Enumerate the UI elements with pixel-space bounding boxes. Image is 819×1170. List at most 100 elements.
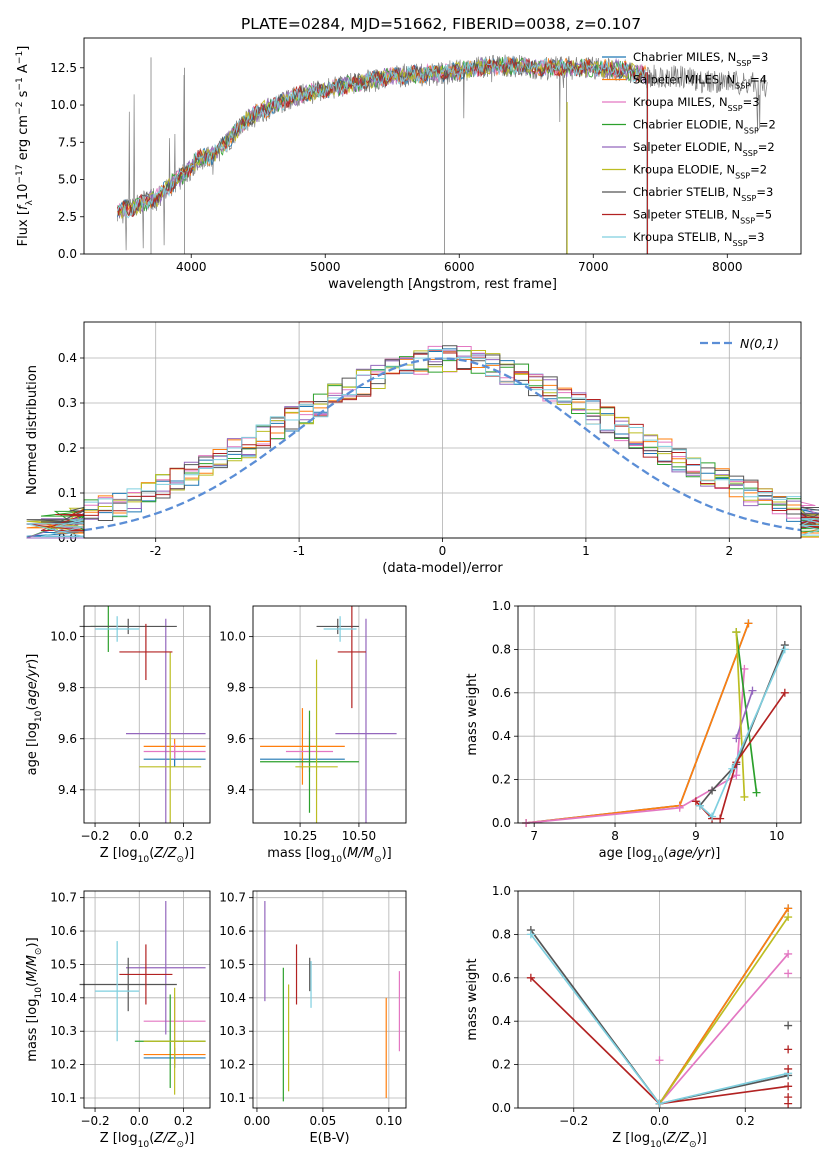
spectrum-xlabel: wavelength [Angstrom, rest frame] <box>328 277 557 292</box>
weight_vs_age-marker-2-2 <box>732 771 741 780</box>
legend-normal-label: N(0,1) <box>740 336 779 351</box>
mass_vs_Z-xlabel: Z [log10(Z/Z⊙)] <box>100 1131 195 1150</box>
model-spectrum-line-7 <box>117 58 647 218</box>
age_vs_mass-xlabel: mass [log10(M/M⊙)] <box>267 846 391 865</box>
weight_vs_age-marker-8-1 <box>708 812 717 821</box>
histogram-model-8 <box>26 348 819 538</box>
age_vs_mass-ytick-label-3: 10.0 <box>219 630 246 644</box>
weight_vs_age-xtick-label-0: 7 <box>530 829 538 843</box>
age_vs_Z-xtick-label-1: 0.0 <box>130 829 149 843</box>
age_vs_Z-ylabel: age [log10(age/yr)] <box>25 654 44 776</box>
legend-label-2: Kroupa MILES, NSSP=3 <box>633 95 760 113</box>
age_vs_Z-xtick-label-2: 0.2 <box>174 829 193 843</box>
weight_vs_Z-marker-1-1 <box>784 904 793 913</box>
weight_vs_Z-marker-6-0 <box>526 930 535 939</box>
weight_vs_Z-extra-marker-4 <box>784 1064 793 1073</box>
weight_vs_age-marker-7-2 <box>716 814 725 823</box>
mass_vs_Z-ytick-label-0: 10.1 <box>50 1091 77 1105</box>
mass_vs_ebv-xtick-label-1: 0.05 <box>310 1114 337 1128</box>
weight_vs_age-series-5 <box>735 631 746 798</box>
weight_vs_age-ytick-label-5: 1.0 <box>492 599 511 613</box>
legend-label-7: Salpeter STELIB, NSSP=5 <box>633 208 772 226</box>
age_vs_mass-panel: 10.25 10.50 9.4 9.6 9.8 10.0 mass [log10(M/M⊙)… <box>219 605 407 865</box>
mass_vs_ebv-panel: 0.00 0.05 0.10 10.1 10.2 10.3 10.4 10.5 10.6 10.7… <box>219 890 407 1146</box>
weight_vs_age-ytick-label-4: 0.8 <box>492 642 511 656</box>
weight_vs_age-xtick-label-1: 8 <box>611 829 619 843</box>
legend-label-5: Kroupa ELODIE, NSSP=2 <box>633 163 767 181</box>
residual_distribution-panel: -2 -1 0 1 20.00.10.20.30.4(data-model)/error… <box>25 321 819 576</box>
mass_vs_Z-xtick-label-0: −0.2 <box>80 1114 109 1128</box>
weight_vs_age-marker-7-4 <box>780 688 789 697</box>
mass_vs_Z-panel: −0.2 0.0 0.2 10.1 10.2 10.3 10.4 10.5 10.6 10.7 Z … <box>25 890 211 1150</box>
figure-title: PLATE=0284, MJD=51662, FIBERID=0038, z=0… <box>241 15 641 33</box>
residual_distribution-ytick-label-2: 0.2 <box>58 441 77 455</box>
mass_vs_Z-xtick-label-1: 0.0 <box>130 1114 149 1128</box>
age_vs_mass-ytick-label-1: 9.6 <box>227 732 246 746</box>
weight_vs_Z-series-2 <box>658 953 789 1105</box>
mass_vs_Z-frame <box>83 890 211 1109</box>
residual_distribution-xtick-label-2: 0 <box>439 544 447 558</box>
age_vs_mass-ytick-label-0: 9.4 <box>227 783 246 797</box>
weight_vs_age-marker-3-1 <box>752 788 761 797</box>
weight_vs_age-marker-7-0 <box>691 797 700 806</box>
weight_vs_Z-extra-marker-3 <box>784 1045 793 1054</box>
spectrum-ytick-label-5: 12.5 <box>50 61 77 75</box>
mass_vs_ebv-xtick-label-0: 0.00 <box>244 1114 271 1128</box>
age_vs_Z-xtick-label-0: −0.2 <box>80 829 109 843</box>
mass_vs_Z-ytick-label-4: 10.5 <box>50 957 77 971</box>
spectrum-xtick-label-1: 5000 <box>310 260 341 274</box>
spectrum-xtick-label-2: 6000 <box>444 260 475 274</box>
weight_vs_age-xtick-label-3: 10 <box>769 829 784 843</box>
weight_vs_Z-panel: −0.2 0.0 0.2 0.0 0.2 0.4 0.6 0.8 1.0 Z [log10(Z/Z… <box>465 884 802 1150</box>
mass_vs_ebv-ytick-label-5: 10.6 <box>219 924 246 938</box>
mass_vs_ebv-ytick-label-1: 10.2 <box>219 1058 246 1072</box>
age_vs_mass-frame <box>252 605 407 824</box>
weight_vs_age-marker-2-1 <box>675 803 684 812</box>
residual_distribution-xtick-label-1: -1 <box>293 544 305 558</box>
weight_vs_Z-ytick-label-2: 0.4 <box>492 1014 511 1028</box>
weight_vs_age-frame <box>517 605 802 824</box>
mass_vs_Z-ylabel: mass [log10(M/M⊙)] <box>25 937 44 1061</box>
age_vs_Z-frame <box>83 605 211 824</box>
weight_vs_age-marker-4-0 <box>732 734 741 743</box>
legend-label-6: Chabrier STELIB, NSSP=3 <box>633 185 773 203</box>
weight_vs_Z-ylabel: mass weight <box>465 958 480 1040</box>
normal-curve <box>83 357 802 532</box>
legend-label-4: Salpeter ELODIE, NSSP=2 <box>633 140 775 158</box>
weight_vs_Z-extra-marker-6 <box>784 1099 793 1108</box>
age_vs_Z-xlabel: Z [log10(Z/Z⊙)] <box>100 846 195 865</box>
model-spectrum-line-8 <box>117 56 647 219</box>
residual_distribution-ytick-label-3: 0.3 <box>58 396 77 410</box>
spectrum-ytick-label-4: 10.0 <box>50 98 77 112</box>
data-spectrum-line <box>117 54 768 251</box>
residual_distribution-xtick-label-4: 2 <box>725 544 733 558</box>
mass_vs_ebv-ytick-label-3: 10.4 <box>219 991 246 1005</box>
weight_vs_Z-ytick-label-5: 1.0 <box>492 884 511 898</box>
weight_vs_Z-ytick-label-0: 0.0 <box>492 1101 511 1115</box>
weight_vs_Z-extra-marker-1 <box>784 969 793 978</box>
weight_vs_Z-xlabel: Z [log10(Z/Z⊙)] <box>612 1131 707 1150</box>
age_vs_Z-ytick-label-3: 10.0 <box>50 630 77 644</box>
mass_vs_Z-ytick-label-3: 10.4 <box>50 991 77 1005</box>
weight_vs_age-marker-8-3 <box>780 645 789 654</box>
spectrum-frame <box>83 37 802 255</box>
spectrum-ytick-label-1: 2.5 <box>58 210 77 224</box>
spectrum-ylabel: Flux [fλ10−17 erg cm−2 s−1 A−1] <box>15 46 35 247</box>
legend-label-3: Chabrier ELODIE, NSSP=2 <box>633 118 776 136</box>
weight_vs_age-marker-8-2 <box>728 764 737 773</box>
weight_vs_Z-ytick-label-1: 0.2 <box>492 1058 511 1072</box>
spectrum-ytick-label-0: 0.0 <box>58 247 77 261</box>
weight_vs_Z-marker-3-1 <box>784 913 793 922</box>
mass_vs_Z-ytick-label-2: 10.3 <box>50 1024 77 1038</box>
legend-label-0: Chabrier MILES, NSSP=3 <box>633 50 768 68</box>
age_vs_mass-xtick-label-1: 10.50 <box>342 829 376 843</box>
mass_vs_Z-ytick-label-1: 10.2 <box>50 1058 77 1072</box>
residual_distribution-ytick-label-1: 0.1 <box>58 486 77 500</box>
weight_vs_Z-ytick-label-3: 0.6 <box>492 971 511 985</box>
weight_vs_age-xlabel: age [log10(age/yr)] <box>599 846 721 865</box>
spectrum-panel: 4000 5000 6000 7000 8000 0.0 2.5 5.0 7.5 10.0 12.5… <box>15 37 802 292</box>
weight_vs_age-marker-5-1 <box>740 792 749 801</box>
legend-label-1: Salpeter MILES, NSSP=4 <box>633 73 767 91</box>
weight_vs_age-ytick-label-2: 0.4 <box>492 729 511 743</box>
